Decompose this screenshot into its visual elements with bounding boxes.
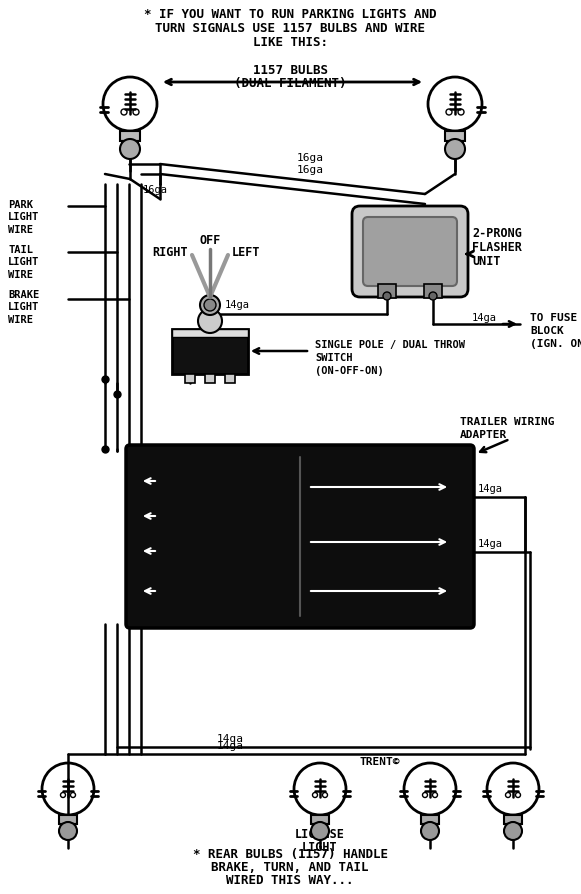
Circle shape	[445, 139, 465, 160]
Bar	[61, 824, 75, 831]
Text: (DUAL FILAMENT): (DUAL FILAMENT)	[234, 76, 346, 89]
Text: BRAKE
LIGHT
WIRE: BRAKE LIGHT WIRE	[8, 290, 40, 325]
Text: 14ga: 14ga	[225, 299, 250, 309]
Text: UNIT: UNIT	[472, 254, 500, 267]
Text: (IGN. ON): (IGN. ON)	[530, 339, 581, 349]
Text: 16ga: 16ga	[142, 185, 167, 195]
Circle shape	[421, 822, 439, 840]
Bar	[445, 131, 465, 142]
Text: 14ga: 14ga	[472, 313, 497, 323]
Text: BRAKE, TURN, AND TAIL: BRAKE, TURN, AND TAIL	[211, 861, 369, 873]
Text: (ON-OFF-ON): (ON-OFF-ON)	[315, 366, 383, 375]
Text: TURN SIGNALS USE 1157 BULBS AND WIRE: TURN SIGNALS USE 1157 BULBS AND WIRE	[155, 21, 425, 35]
Bar	[378, 284, 396, 299]
Text: 1157 BULBS: 1157 BULBS	[253, 63, 328, 76]
Bar	[185, 375, 195, 384]
Text: ADAPTER: ADAPTER	[460, 429, 507, 440]
Text: TO FUSE: TO FUSE	[530, 313, 578, 323]
Bar	[225, 375, 235, 384]
Text: SWITCH: SWITCH	[315, 352, 353, 363]
Text: LEFT: LEFT	[232, 245, 260, 258]
Text: FLASHER: FLASHER	[472, 240, 522, 253]
Text: * IF YOU WANT TO RUN PARKING LIGHTS AND: * IF YOU WANT TO RUN PARKING LIGHTS AND	[144, 7, 436, 21]
Circle shape	[204, 299, 216, 312]
Text: WIRED THIS WAY...: WIRED THIS WAY...	[226, 873, 354, 887]
Text: OFF: OFF	[199, 233, 221, 246]
Bar	[120, 131, 140, 142]
Bar	[447, 142, 463, 150]
Text: 16ga: 16ga	[296, 164, 324, 175]
Circle shape	[198, 309, 222, 333]
Text: * REAR BULBS (1157) HANDLE: * REAR BULBS (1157) HANDLE	[192, 848, 388, 861]
Circle shape	[429, 292, 437, 300]
Bar	[504, 815, 522, 824]
Bar	[311, 815, 329, 824]
Text: LICENSE: LICENSE	[295, 828, 345, 840]
FancyBboxPatch shape	[126, 445, 474, 628]
Text: 14ga: 14ga	[478, 538, 503, 548]
Text: TRENT©: TRENT©	[360, 756, 400, 766]
Text: SINGLE POLE / DUAL THROW: SINGLE POLE / DUAL THROW	[315, 340, 465, 350]
Circle shape	[504, 822, 522, 840]
Text: LIKE THIS:: LIKE THIS:	[253, 36, 328, 48]
Bar	[59, 815, 77, 824]
Text: 14ga: 14ga	[478, 484, 503, 493]
Bar	[506, 824, 520, 831]
FancyBboxPatch shape	[352, 207, 468, 298]
Circle shape	[200, 296, 220, 316]
Text: 14ga: 14ga	[217, 733, 243, 743]
Circle shape	[311, 822, 329, 840]
Bar	[313, 824, 327, 831]
Text: TRAILER WIRING: TRAILER WIRING	[460, 417, 554, 426]
Text: RIGHT: RIGHT	[152, 245, 188, 258]
Text: PARK
LIGHT
WIRE: PARK LIGHT WIRE	[8, 199, 40, 234]
Bar	[421, 815, 439, 824]
Circle shape	[59, 822, 77, 840]
Text: RIGHT
TURN: RIGHT TURN	[162, 470, 193, 493]
Text: TAIL
LIGHT: TAIL LIGHT	[162, 580, 193, 603]
Circle shape	[383, 292, 391, 300]
Circle shape	[120, 139, 140, 160]
Text: TAIL
LIGHT
WIRE: TAIL LIGHT WIRE	[8, 245, 40, 280]
Text: LEFT
TURN/
BRAKE: LEFT TURN/ BRAKE	[312, 526, 343, 559]
Bar	[424, 284, 442, 299]
Bar	[205, 375, 215, 384]
Text: 16ga: 16ga	[296, 153, 324, 163]
Bar	[122, 142, 138, 150]
Text: RIGHT
TURN/
BRAKE: RIGHT TURN/ BRAKE	[312, 471, 343, 504]
Text: ON-OFF-ON: ON-OFF-ON	[182, 355, 238, 365]
Bar	[172, 330, 248, 338]
Text: TAIL
LIGHT: TAIL LIGHT	[312, 580, 343, 603]
Bar	[423, 824, 437, 831]
Text: 14ga: 14ga	[217, 740, 243, 750]
Text: BLOCK: BLOCK	[530, 325, 564, 335]
Text: LIGHT: LIGHT	[302, 840, 338, 854]
Bar	[172, 330, 248, 375]
Text: LEFT
TURN: LEFT TURN	[162, 541, 187, 562]
Text: 2-PRONG: 2-PRONG	[472, 226, 522, 240]
Text: BRAKE: BRAKE	[162, 511, 193, 521]
FancyBboxPatch shape	[363, 218, 457, 287]
